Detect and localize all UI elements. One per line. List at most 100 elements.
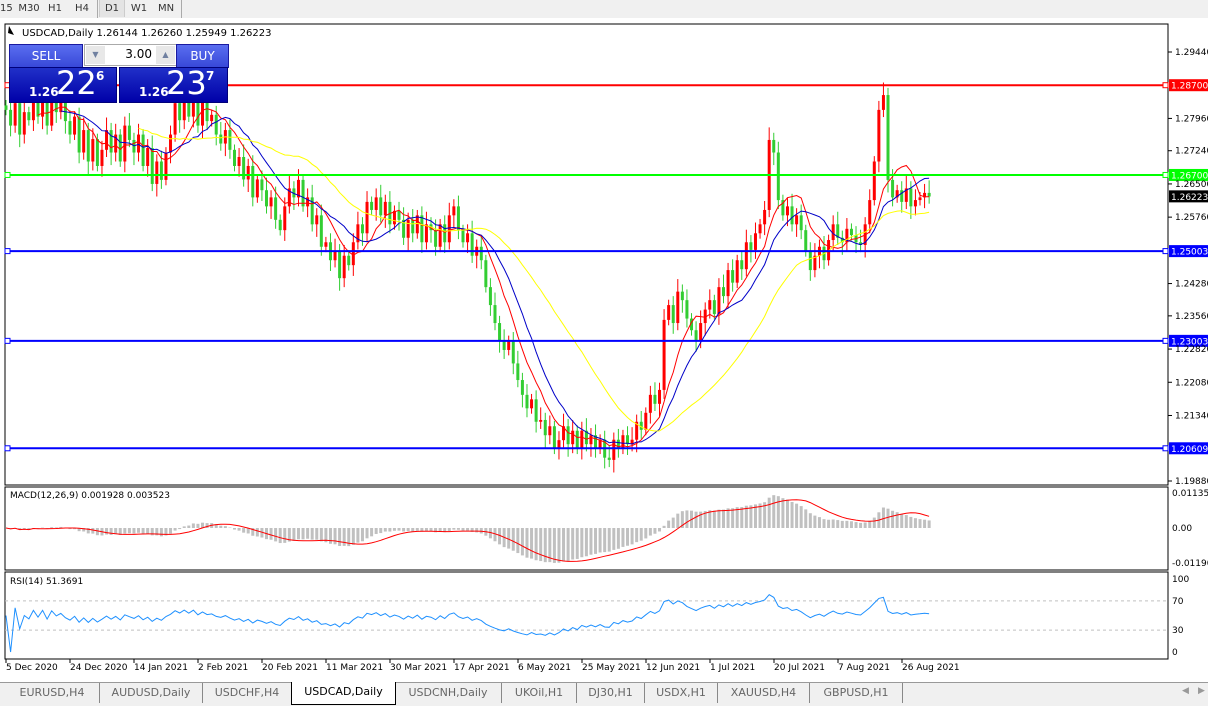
tabs-scroll-left-icon[interactable]: ◀ [1182, 686, 1189, 696]
macd-histogram-bar [407, 528, 410, 531]
candle-body [238, 157, 241, 166]
price-chart[interactable]: 1.287001.267001.250031.230031.206091.262… [0, 18, 1208, 682]
candle-body [740, 260, 743, 269]
tf-d1-button[interactable]: D1 [99, 0, 125, 17]
tab-eurusd-h4[interactable]: EURUSD,H4 [5, 683, 100, 703]
macd-histogram-bar [653, 528, 656, 534]
macd-histogram-bar [900, 514, 903, 528]
macd-histogram-bar [644, 528, 647, 538]
date-label: 14 Jan 2021 [134, 663, 188, 673]
macd-histogram-bar [283, 528, 286, 543]
macd-histogram-bar [795, 504, 798, 528]
tab-audusd-daily[interactable]: AUDUSD,Daily [100, 683, 203, 703]
candle-body [210, 115, 213, 121]
candle-body [137, 135, 140, 153]
sell-price-box[interactable]: 1.26 22 6 [9, 67, 117, 103]
candle-body [480, 247, 483, 260]
tab-gbpusd-h1[interactable]: GBPUSD,H1 [810, 683, 903, 703]
candle-body [928, 193, 931, 197]
price-tick-label: 1.25760 [1175, 213, 1208, 223]
macd-histogram-bar [366, 528, 369, 538]
macd-histogram-bar [525, 528, 528, 558]
candle-body [78, 117, 81, 153]
candle-body [274, 197, 277, 219]
candle-body [393, 211, 396, 224]
candle-body [105, 130, 108, 150]
candle-body [242, 157, 245, 179]
macd-histogram-bar [224, 526, 227, 528]
candle-body [215, 115, 218, 135]
macd-histogram-bar [480, 528, 483, 533]
date-label: 12 Jun 2021 [646, 663, 700, 673]
candle-body [471, 233, 474, 255]
candle-body [18, 103, 21, 134]
macd-tick-label: -0.01190 [1172, 559, 1208, 569]
one-click-arrow-icon[interactable] [8, 26, 14, 35]
macd-histogram-bar [416, 528, 419, 531]
tf-mn-button[interactable]: MN [154, 0, 178, 17]
macd-histogram-bar [617, 528, 620, 549]
candle-body [96, 139, 99, 166]
lot-value[interactable]: 3.00 [125, 47, 152, 61]
tab-xauusd-h4[interactable]: XAUUSD,H4 [718, 683, 810, 703]
tab-dj30-h1[interactable]: DJ30,H1 [577, 683, 645, 703]
macd-histogram-bar [736, 507, 739, 528]
candle-body [850, 229, 853, 235]
lot-increase-icon[interactable]: ▲ [156, 46, 175, 64]
tab-usdchf-h4[interactable]: USDCHF,H4 [203, 683, 292, 703]
candle-body [146, 148, 149, 166]
macd-histogram-bar [717, 510, 720, 528]
pane-frame [5, 572, 1168, 659]
macd-histogram-bar [183, 526, 186, 528]
macd-histogram-bar [818, 517, 821, 528]
macd-histogram-bar [567, 528, 570, 561]
candle-body [722, 287, 725, 296]
macd-histogram-bar [91, 528, 94, 534]
horizontal-lines: 1.287001.267001.250031.230031.206091.262… [5, 79, 1208, 455]
candle-body [361, 224, 364, 233]
macd-histogram-bar [516, 528, 519, 553]
macd-histogram-bar [740, 507, 743, 528]
macd-histogram-bar [731, 508, 734, 528]
tab-usdcad-daily[interactable]: USDCAD,Daily [291, 682, 396, 705]
tab-usdx-h1[interactable]: USDX,H1 [645, 683, 718, 703]
tab-usdcnh-daily[interactable]: USDCNH,Daily [395, 683, 502, 703]
lot-size-input[interactable]: ▼ 3.00 ▲ [84, 44, 177, 66]
candle-body [667, 305, 670, 320]
macd-histogram-bar [192, 523, 195, 528]
candle-body [73, 117, 76, 135]
date-label: 7 Aug 2021 [838, 663, 890, 673]
macd-histogram-bar [685, 510, 688, 528]
candle-body [91, 139, 94, 161]
tf-m15-button[interactable]: 15 [0, 0, 12, 17]
macd-histogram-bar [521, 528, 524, 555]
macd-histogram-bar [882, 508, 885, 528]
candle-body [731, 270, 734, 283]
macd-histogram-bar [105, 528, 108, 535]
candle-body [178, 103, 181, 120]
tf-m30-button[interactable]: M30 [14, 0, 44, 17]
candle-body [247, 166, 250, 179]
price-tick-label: 1.21340 [1175, 411, 1208, 421]
buy-price-box[interactable]: 1.26 23 7 [119, 67, 228, 103]
tf-h4-button[interactable]: H4 [70, 0, 94, 17]
candle-body [672, 305, 675, 323]
tabs-scroll-right-icon[interactable]: ▶ [1198, 686, 1205, 696]
macd-histogram-bar [548, 528, 551, 562]
price-line-label: 1.25003 [1171, 248, 1208, 258]
line-handle [5, 338, 10, 343]
date-label: 24 Dec 2020 [70, 663, 128, 673]
macd-histogram-bar [50, 527, 53, 528]
candle-body [174, 103, 177, 134]
lot-decrease-icon[interactable]: ▼ [86, 46, 105, 64]
macd-histogram-bar [530, 528, 533, 559]
tf-h1-button[interactable]: H1 [44, 0, 66, 17]
candle-body [877, 110, 880, 162]
macd-histogram-bar [142, 528, 145, 534]
candle-body [791, 206, 794, 224]
macd-histogram-bar [452, 528, 455, 530]
tf-w1-button[interactable]: W1 [127, 0, 151, 17]
price-line-label: 1.20609 [1171, 445, 1208, 455]
tab-ukoil-h1[interactable]: UKOil,H1 [502, 683, 577, 703]
